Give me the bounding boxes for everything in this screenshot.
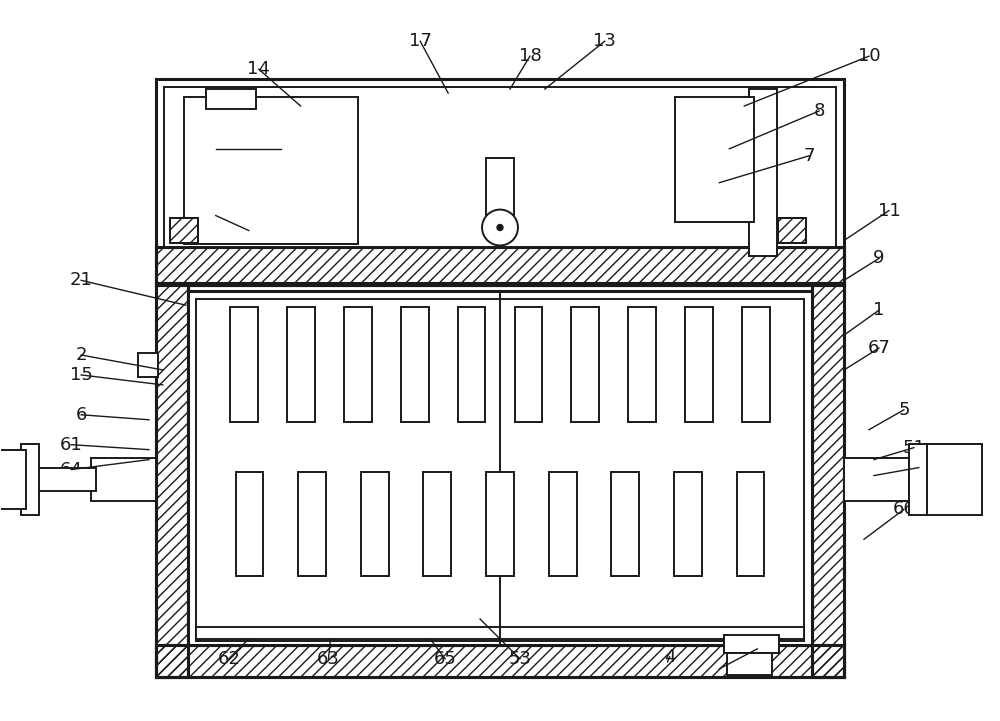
Text: 67: 67 <box>868 339 890 357</box>
Text: 13: 13 <box>593 32 616 50</box>
Text: 10: 10 <box>858 47 880 65</box>
Text: 1: 1 <box>873 301 885 319</box>
Bar <box>170 218 198 244</box>
Bar <box>196 299 804 641</box>
Text: 15: 15 <box>70 366 93 384</box>
Bar <box>188 291 812 645</box>
Bar <box>742 307 770 422</box>
Bar <box>423 472 451 576</box>
Bar <box>196 627 804 639</box>
Bar <box>724 635 779 653</box>
Bar <box>749 89 777 257</box>
Bar <box>812 283 844 677</box>
Text: 17: 17 <box>409 32 432 50</box>
Bar <box>549 472 577 576</box>
Text: 51: 51 <box>902 438 925 456</box>
Text: 16: 16 <box>204 206 227 224</box>
Bar <box>206 89 256 109</box>
Bar <box>138 353 158 377</box>
Circle shape <box>497 224 503 231</box>
Bar <box>156 283 188 677</box>
Bar <box>184 97 358 244</box>
Bar <box>611 472 639 576</box>
Text: 2: 2 <box>75 346 87 364</box>
Text: 64: 64 <box>60 461 83 479</box>
Bar <box>727 653 772 675</box>
Bar <box>909 443 927 516</box>
Bar <box>230 307 258 422</box>
Bar <box>0 450 26 510</box>
Bar <box>174 220 196 242</box>
Text: 65: 65 <box>434 650 457 668</box>
Bar <box>486 158 514 237</box>
Bar <box>401 307 429 422</box>
Bar <box>674 472 702 576</box>
Bar <box>844 458 909 501</box>
Bar <box>486 472 514 576</box>
Bar <box>91 458 156 501</box>
Bar <box>737 472 764 576</box>
Bar <box>287 307 315 422</box>
Bar <box>344 307 372 422</box>
Text: 62: 62 <box>217 650 240 668</box>
Text: 3: 3 <box>752 640 763 658</box>
Bar <box>458 307 485 422</box>
Bar <box>685 307 713 422</box>
Bar <box>628 307 656 422</box>
Bar <box>812 283 844 677</box>
Text: 18: 18 <box>519 47 541 65</box>
Bar <box>164 87 836 247</box>
Text: 4: 4 <box>664 648 675 666</box>
Text: 9: 9 <box>873 249 885 267</box>
Text: 66: 66 <box>893 500 915 518</box>
Text: 5: 5 <box>898 401 910 419</box>
Text: 63: 63 <box>317 650 340 668</box>
Bar <box>156 283 188 677</box>
Bar <box>21 443 39 516</box>
Bar <box>778 218 806 244</box>
Text: 52: 52 <box>907 459 930 477</box>
Bar <box>778 218 806 244</box>
Bar <box>515 307 542 422</box>
Bar <box>298 472 326 576</box>
Text: 8: 8 <box>813 102 825 120</box>
Bar <box>170 218 198 244</box>
Bar <box>361 472 389 576</box>
Text: 7: 7 <box>803 147 815 165</box>
Text: 6: 6 <box>75 406 87 424</box>
Bar <box>675 97 754 221</box>
Bar <box>156 645 844 677</box>
Text: 21: 21 <box>70 271 93 289</box>
Bar <box>36 468 96 492</box>
Bar <box>236 472 263 576</box>
Bar <box>156 247 844 286</box>
Bar <box>927 443 982 516</box>
Text: 14: 14 <box>247 60 270 78</box>
Bar <box>156 645 844 677</box>
Text: 11: 11 <box>878 202 900 220</box>
Bar <box>782 220 804 242</box>
Text: 12: 12 <box>204 140 227 158</box>
Bar <box>156 247 844 286</box>
Circle shape <box>482 210 518 245</box>
Bar <box>571 307 599 422</box>
Bar <box>156 79 844 286</box>
Text: 61: 61 <box>60 435 83 454</box>
Text: 53: 53 <box>508 650 531 668</box>
